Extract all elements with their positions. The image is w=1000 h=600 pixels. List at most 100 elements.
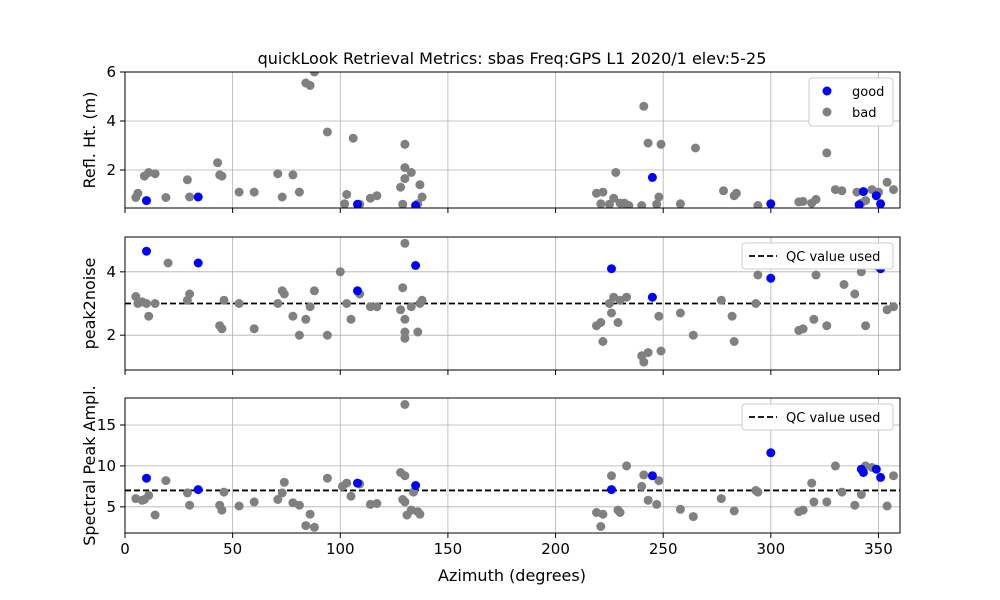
point-bad [346, 491, 356, 501]
point-bad [346, 314, 356, 324]
point-bad [716, 295, 726, 305]
point-bad [753, 201, 763, 208]
point-good [647, 292, 657, 302]
point-bad [150, 299, 160, 308]
point-bad [837, 186, 847, 196]
point-bad [400, 174, 410, 184]
point-bad [413, 327, 423, 337]
point-bad [182, 175, 192, 185]
point-bad [753, 270, 763, 280]
point-bad [273, 169, 283, 179]
point-bad [213, 158, 223, 168]
point-bad [850, 500, 860, 510]
point-bad [305, 302, 315, 312]
point-good [142, 196, 151, 206]
x-axis-label: Azimuth (degrees) [438, 566, 586, 585]
chart-title: quickLook Retrieval Metrics: sbas Freq:G… [258, 49, 767, 68]
point-bad [294, 330, 304, 340]
data-points [131, 400, 898, 532]
point-bad [889, 302, 898, 312]
point-bad [185, 289, 195, 299]
point-bad [643, 348, 653, 358]
point-bad [596, 522, 606, 531]
panel-1: 2 4 6 Refl. Ht. (m) good bad [80, 63, 901, 213]
point-good [858, 187, 868, 197]
point-bad [807, 478, 817, 488]
y-tick-label: 2 [106, 161, 116, 179]
point-bad [322, 473, 332, 483]
point-good [607, 485, 616, 495]
point-bad [822, 148, 832, 158]
point-bad [415, 180, 425, 190]
point-good [411, 481, 421, 490]
point-bad [185, 500, 195, 510]
point-bad [234, 187, 244, 197]
point-bad [656, 346, 666, 356]
point-bad [249, 324, 259, 334]
point-good [142, 246, 151, 256]
point-bad [856, 490, 866, 499]
x-tick-label: 300 [757, 540, 786, 558]
legend-label: good [852, 85, 884, 100]
point-bad [889, 185, 898, 195]
point-good [876, 472, 886, 482]
point-bad [294, 500, 304, 510]
point-good [647, 471, 657, 481]
point-bad [142, 299, 151, 308]
point-bad [288, 311, 298, 321]
point-bad [822, 321, 832, 331]
point-bad [622, 461, 632, 471]
point-bad [598, 187, 608, 197]
point-good [647, 172, 657, 182]
point-bad [372, 191, 382, 201]
point-bad [400, 327, 410, 337]
point-bad [400, 314, 410, 324]
point-bad [161, 193, 171, 202]
point-bad [809, 497, 819, 507]
point-bad [415, 509, 425, 519]
point-bad [144, 490, 154, 500]
point-bad [249, 187, 259, 197]
point-bad [830, 461, 840, 471]
point-bad [598, 337, 608, 346]
panels: 2 4 6 Refl. Ht. (m) good bad 2 4 peak2noise QC va… [80, 63, 901, 558]
point-bad [219, 487, 229, 497]
legend-marker-good [822, 86, 832, 96]
point-bad [637, 201, 647, 208]
point-bad [719, 186, 728, 196]
point-bad [604, 299, 614, 308]
panel-2: 2 4 peak2noise QC value used [80, 236, 901, 375]
point-bad [643, 138, 653, 148]
point-bad [607, 308, 616, 318]
legend-marker-bad [822, 107, 832, 117]
point-bad [837, 487, 847, 497]
point-good [193, 258, 203, 268]
point-bad [596, 318, 606, 327]
point-bad [675, 199, 685, 208]
point-good [411, 261, 421, 270]
point-bad [335, 267, 345, 277]
point-bad [144, 311, 154, 321]
point-bad [301, 521, 311, 531]
point-bad [861, 196, 871, 206]
point-bad [400, 400, 410, 409]
legend-label: QC value used [786, 250, 880, 265]
point-bad [277, 192, 287, 202]
point-bad [691, 143, 700, 153]
point-bad [182, 488, 192, 498]
point-bad [150, 169, 160, 179]
point-bad [639, 357, 649, 367]
point-bad [305, 81, 315, 90]
legend-label: bad [852, 106, 876, 121]
point-bad [652, 199, 662, 208]
data-points [131, 238, 898, 367]
y-axis-label: peak2noise [80, 258, 99, 350]
point-bad [342, 478, 352, 488]
point-bad [856, 267, 866, 277]
point-bad [400, 238, 410, 248]
point-bad [309, 522, 319, 532]
point-good [193, 192, 203, 202]
point-bad [729, 506, 739, 516]
point-bad [624, 201, 634, 208]
